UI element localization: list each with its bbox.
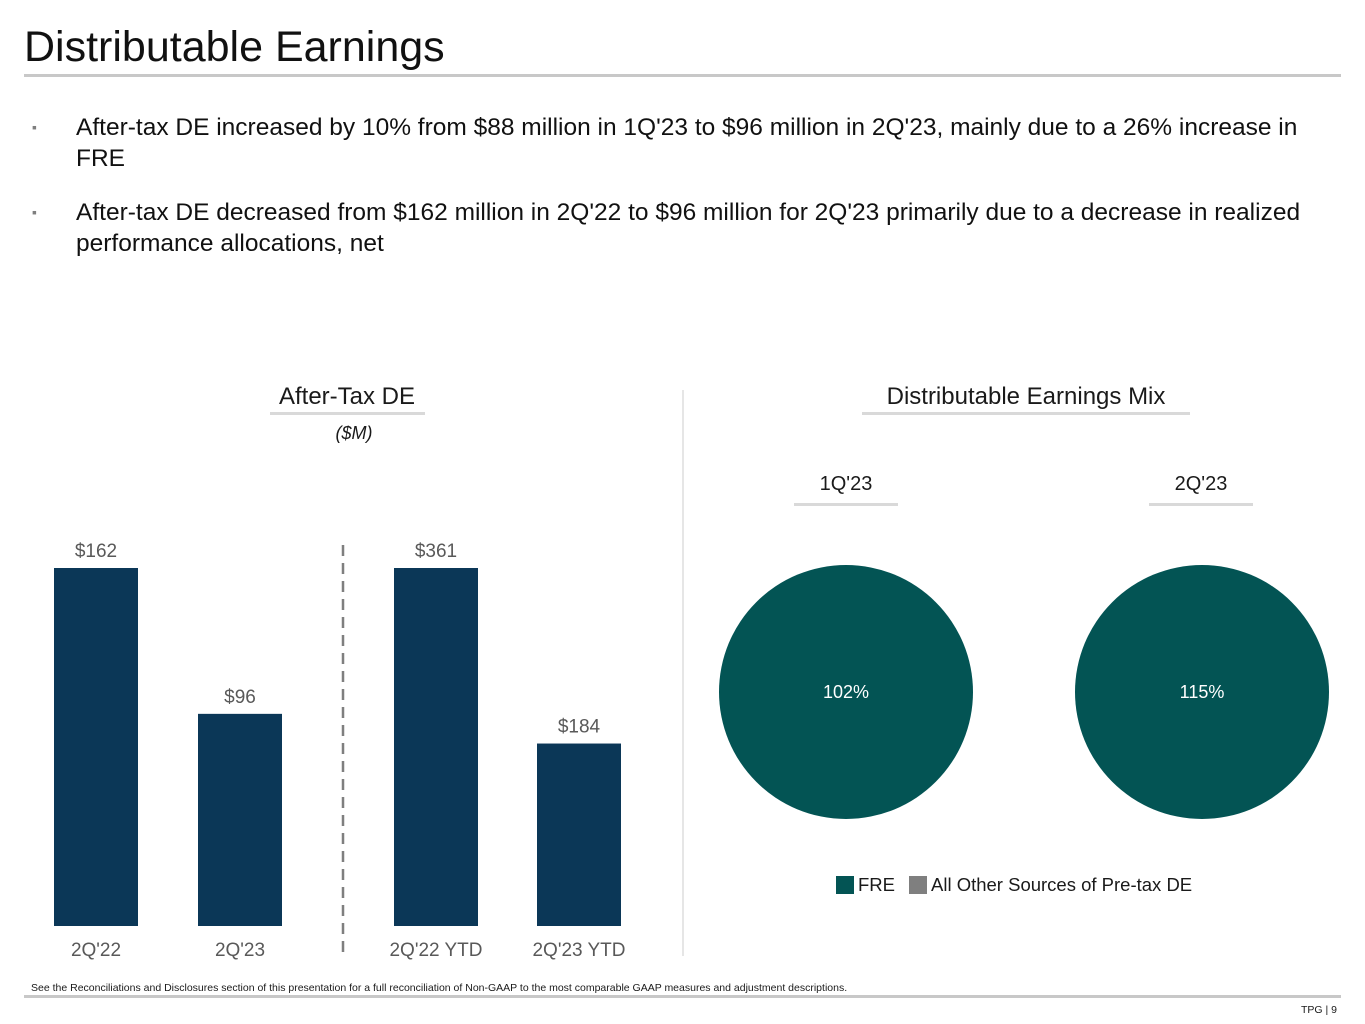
legend-swatch-fre [836,876,854,894]
bar-category-label-2q-23: 2Q'23 [215,940,265,961]
pie-slice-fre-1q-23 [719,565,973,819]
bar-value-label-2q-23-ytd: $184 [558,717,601,738]
legend-label-other: All Other Sources of Pre-tax DE [931,874,1193,895]
bullet-marker-icon: ▪ [32,204,37,220]
bar-chart-title: After-Tax DE [278,383,416,410]
footnote: See the Reconciliations and Disclosures … [31,982,848,994]
pie-value-label-1q-23: 102% [823,682,869,702]
bar-category-label-2q-22: 2Q'22 [71,940,121,961]
pie-header-2q23-underline [1149,503,1253,506]
footer-divider [24,995,1341,998]
bar-2q-23-ytd [537,743,621,926]
page-title: Distributable Earnings [24,23,445,71]
pie-slice-fre-2q-23 [1075,565,1329,819]
bar-chart-subtitle: ($M) [335,423,373,443]
legend-label-fre: FRE [858,874,895,895]
bar-2q-23 [198,713,282,926]
bullet-list: ▪ After-tax DE increased by 10% from $88… [32,112,1332,282]
legend-swatch-other [909,876,927,894]
bullet-text: After-tax DE increased by 10% from $88 m… [76,114,1298,172]
pie-chart-title: Distributable Earnings Mix [886,383,1166,410]
bar-value-label-2q-22: $162 [75,541,117,562]
panel-divider [682,390,684,956]
bar-2q-22-ytd [394,568,478,926]
pie-chart-title-underline [862,412,1190,415]
bar-value-label-2q-22-ytd: $361 [415,541,457,562]
pie-header-1q23-underline [794,503,898,506]
bullet-marker-icon: ▪ [32,119,37,135]
bullet-text: After-tax DE decreased from $162 million… [76,199,1301,257]
legend-item-fre: FRE [836,874,895,896]
bar-category-label-2q-23-ytd: 2Q'23 YTD [532,940,625,961]
title-divider [24,74,1341,77]
pie-header-2q23: 2Q'23 [1174,473,1228,495]
bar-chart-title-underline [270,412,425,415]
bar-value-label-2q-23: $96 [224,687,256,708]
bullet-item: ▪ After-tax DE increased by 10% from $88… [32,112,1332,174]
bar-2q-22 [54,568,138,926]
page-number: TPG | 9 [1301,1004,1337,1016]
pie-header-1q23: 1Q'23 [819,473,873,495]
pie-legend: FRE All Other Sources of Pre-tax DE [836,874,1206,896]
bar-category-label-2q-22-ytd: 2Q'22 YTD [389,940,482,961]
pie-value-label-2q-23: 115% [1180,682,1225,702]
legend-item-other: All Other Sources of Pre-tax DE [909,874,1192,896]
bullet-item: ▪ After-tax DE decreased from $162 milli… [32,197,1332,259]
